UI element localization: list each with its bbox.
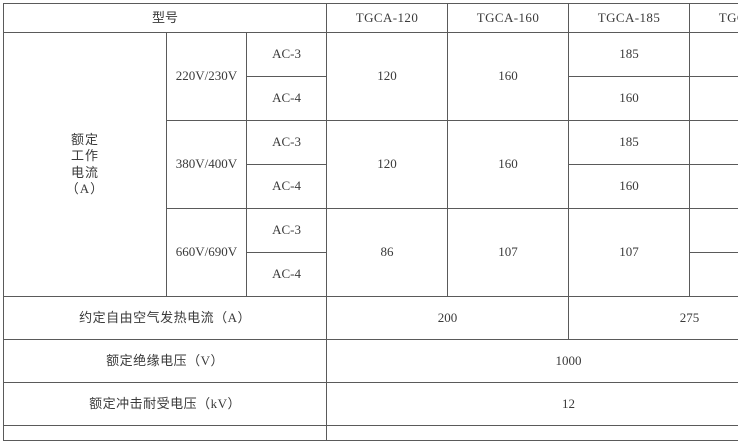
table-header: 型号 TGCA-120 TGCA-160 TGCA-185 TGCA-225 (4, 4, 738, 33)
spec-label-insulation-voltage: 额定绝缘电压（V） (4, 340, 327, 383)
rated-current-label-line-2: 工作 (4, 148, 166, 164)
cell-660-tgca160: 107 (448, 209, 569, 297)
cell-380-ac3-tgca185: 185 (569, 121, 690, 165)
header-model-tgca-120: TGCA-120 (327, 4, 448, 33)
table-row: 额定冲击耐受电压（kV） 12 (4, 383, 738, 426)
table-row-cropped (4, 426, 738, 441)
spec-value-insulation-voltage: 1000 (327, 340, 738, 383)
header-row: 型号 TGCA-120 TGCA-160 TGCA-185 TGCA-225 (4, 4, 738, 33)
voltage-group-660-690: 660V/690V (167, 209, 247, 297)
cell-220-ac3-tgca225: 225 (690, 33, 738, 77)
spec-value-impulse-voltage: 12 (327, 383, 738, 426)
spec-label-impulse-voltage: 额定冲击耐受电压（kV） (4, 383, 327, 426)
spec-value-thermal-current-left: 200 (327, 297, 569, 340)
rated-current-label-line-4: （A） (4, 181, 166, 197)
cropped-label-cell (4, 426, 327, 441)
cell-660-ac3-tgca225: 118 (690, 209, 738, 253)
cell-220-ac4-tgca185: 160 (569, 77, 690, 121)
rated-current-label-line-3: 电流 (4, 165, 166, 181)
header-model-tgca-225: TGCA-225 (690, 4, 738, 33)
cell-220-tgca160: 160 (448, 33, 569, 121)
table-body: 额定 工作 电流 （A） 220V/230V AC-3 120 160 185 … (4, 33, 738, 441)
duty-ac3-380: AC-3 (247, 121, 327, 165)
cell-660-ac4-tgca225: 107 (690, 253, 738, 297)
header-model-tgca-185: TGCA-185 (569, 4, 690, 33)
cell-220-ac4-tgca225: 185 (690, 77, 738, 121)
table-row: 额定 工作 电流 （A） 220V/230V AC-3 120 160 185 … (4, 33, 738, 77)
technical-specification-table: 型号 TGCA-120 TGCA-160 TGCA-185 TGCA-225 额… (3, 3, 738, 441)
cell-380-ac3-tgca225: 225 (690, 121, 738, 165)
cell-660-tgca120: 86 (327, 209, 448, 297)
table-row: 约定自由空气发热电流（A） 200 275 (4, 297, 738, 340)
cropped-value-cell (327, 426, 738, 441)
voltage-group-380-400: 380V/400V (167, 121, 247, 209)
voltage-group-220-230: 220V/230V (167, 33, 247, 121)
spec-value-thermal-current-right: 275 (569, 297, 738, 340)
duty-ac4-380: AC-4 (247, 165, 327, 209)
duty-ac4-220: AC-4 (247, 77, 327, 121)
table-row: 额定绝缘电压（V） 1000 (4, 340, 738, 383)
spec-table-page: 型号 TGCA-120 TGCA-160 TGCA-185 TGCA-225 额… (0, 0, 738, 418)
cell-380-tgca120: 120 (327, 121, 448, 209)
cell-220-ac3-tgca185: 185 (569, 33, 690, 77)
rated-current-label-line-1: 额定 (4, 132, 166, 148)
header-model-tgca-160: TGCA-160 (448, 4, 569, 33)
spec-label-thermal-current: 约定自由空气发热电流（A） (4, 297, 327, 340)
rated-current-label: 额定 工作 电流 （A） (4, 33, 167, 297)
cell-220-tgca120: 120 (327, 33, 448, 121)
cell-660-tgca185: 107 (569, 209, 690, 297)
cell-380-ac4-tgca185: 160 (569, 165, 690, 209)
cell-380-ac4-tgca225: 185 (690, 165, 738, 209)
duty-ac3-660: AC-3 (247, 209, 327, 253)
duty-ac4-660: AC-4 (247, 253, 327, 297)
header-type-label: 型号 (4, 4, 327, 33)
cell-380-tgca160: 160 (448, 121, 569, 209)
duty-ac3-220: AC-3 (247, 33, 327, 77)
